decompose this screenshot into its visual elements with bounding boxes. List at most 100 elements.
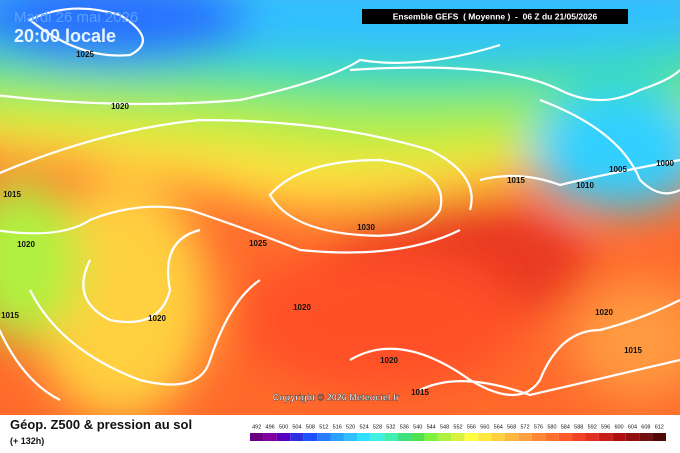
isobar [0,328,61,401]
colorbar-tick-label: 588 [574,424,583,430]
isobar-label: 1020 [380,356,398,365]
date-label: Mardi 26 mai 2026 [14,9,138,26]
isobar [479,158,680,187]
colorbar-tick-label: 536 [400,424,409,430]
isobar [419,358,680,397]
colorbar-tick-label: 504 [292,424,301,430]
isobar-label: 1015 [624,346,642,355]
colorbar-swatch [491,433,505,441]
colorbar-tick-label: 532 [386,424,395,430]
colorbar-swatch [558,433,573,441]
isobar-label: 1010 [576,181,594,190]
colorbar-swatch [384,433,398,441]
colorbar-tick-label: 548 [440,424,449,430]
colorbar-tick-label: 608 [641,424,650,430]
isobar [0,43,501,106]
isobar-labels: 1025 1020 1015 1015 1020 1025 1030 1020 1020 1020… [1,50,674,397]
colorbar: 492 496 500 504 508 512 516 520 524 528 532 536 540 5… [250,424,666,441]
colorbar-tick-label: 556 [467,424,476,430]
colorbar-tick-label: 572 [521,424,530,430]
colorbar-swatch [290,433,304,441]
colorbar-swatch [545,433,559,441]
isobar-label: 1030 [357,223,375,232]
isobar-label: 1020 [17,240,35,249]
colorbar-tick-label: 584 [561,424,570,430]
isobar [349,299,680,397]
isobar [0,118,473,211]
colorbar-swatch [250,433,264,441]
colorbar-tick-label: 500 [279,424,288,430]
colorbar-tick-label: 592 [588,424,597,430]
isobar-label: 1015 [3,190,21,199]
colorbar-tick-label: 604 [628,424,637,430]
colorbar-tick-label: 560 [480,424,489,430]
colorbar-tick-label: 580 [547,424,556,430]
colorbar-swatch [437,433,452,441]
run-box [362,9,628,24]
colorbar-swatch [464,433,479,441]
time-label: 20:00 locale [14,26,116,46]
isobar [539,98,680,195]
colorbar-tick-label: 516 [333,424,342,430]
colorbar-swatch [598,433,613,441]
colorbar-tick-label: 524 [359,424,368,430]
colorbar-swatch [263,433,277,441]
colorbar-swatch [504,433,519,441]
colorbar-swatch [343,433,358,441]
colorbar-tick-label: 600 [614,424,623,430]
map-field: 1025 1020 1015 1015 1020 1025 1030 1020 1020 1020… [0,0,680,415]
isobar-label: 1025 [76,50,94,59]
footer-lead: (+ 132h) [10,436,44,446]
colorbar-tick-label: 552 [453,424,462,430]
colorbar-tick-label: 596 [601,424,610,430]
colorbar-swatch [585,433,599,441]
colorbar-swatch [518,433,532,441]
colorbar-swatch [276,433,291,441]
colorbar-tick-label: 564 [494,424,503,430]
colorbar-swatch [451,433,465,441]
isobar-label: 1015 [507,176,525,185]
colorbar-swatch [357,433,371,441]
colorbar-swatch [478,433,492,441]
colorbar-tick-label: 520 [346,424,355,430]
colorbar-swatch [411,433,425,441]
colorbar-tick-label: 540 [413,424,422,430]
colorbar-swatch [424,433,438,441]
colorbar-tick-label: 508 [306,424,315,430]
colorbar-tick-label: 576 [534,424,543,430]
isobar-label: 1020 [111,102,129,111]
isobar [82,228,201,324]
isobar-label: 1015 [1,311,19,320]
copyright: Copyright © 2026 Meteociel.fr [273,392,400,402]
footer-title: Géop. Z500 & pression au sol [10,417,192,432]
colorbar-swatch [572,433,586,441]
colorbar-tick-label: 512 [319,424,328,430]
colorbar-swatch [531,433,546,441]
isobar [27,7,144,57]
isobar-label: 1000 [656,159,674,168]
isobar-label: 1020 [148,314,166,323]
colorbar-tick-label: 568 [507,424,516,430]
colorbar-tick-label: 496 [266,424,275,430]
run-label: Ensemble GEFS ( Moyenne ) - 06 Z du 21/0… [393,11,598,21]
isobar-label: 1020 [293,303,311,312]
colorbar-swatch [652,433,666,441]
colorbar-swatch [370,433,385,441]
colorbar-swatch [317,433,331,441]
colorbar-swatch [639,433,653,441]
colorbar-tick-label: 612 [655,424,664,430]
colorbar-tick-label: 492 [252,424,261,430]
colorbar-swatch [625,433,640,441]
colorbar-swatch [612,433,626,441]
isobar-label: 1005 [609,165,627,174]
isobar-label: 1025 [249,239,267,248]
colorbar-tick-label: 544 [427,424,436,430]
isobar [29,279,261,386]
isobar [0,205,461,254]
isobar [349,66,680,102]
isobar-label: 1015 [411,388,429,397]
isobar [268,158,443,237]
isobar-label: 1020 [595,308,613,317]
colorbar-swatch [330,433,344,441]
